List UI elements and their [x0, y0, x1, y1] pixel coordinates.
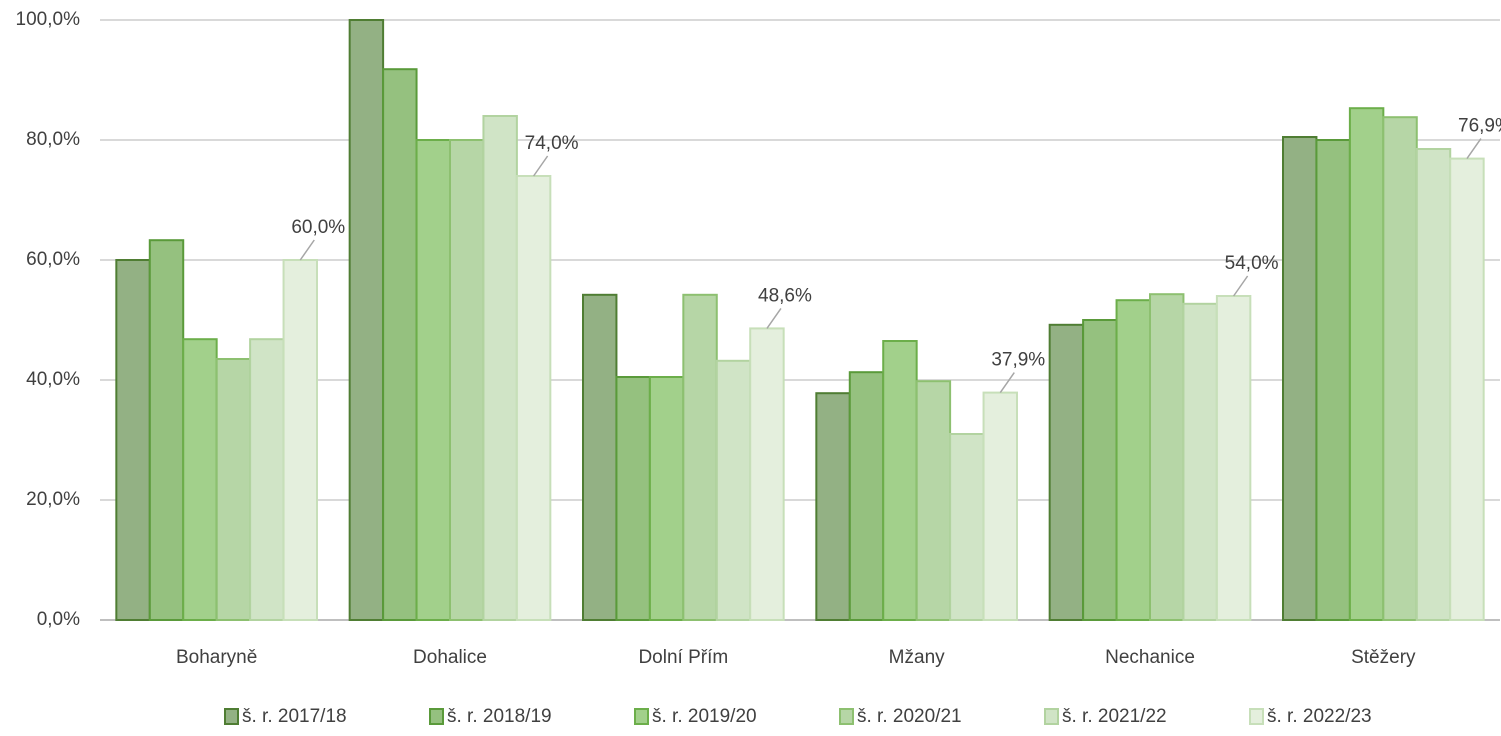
- x-tick-label: Stěžery: [1351, 647, 1416, 668]
- bar: [115, 259, 151, 621]
- bar: [715, 359, 752, 621]
- bar: [1182, 302, 1218, 621]
- bar: [648, 376, 685, 621]
- label-leader: [1466, 138, 1482, 160]
- bar: [215, 358, 252, 621]
- legend-label: š. r. 2021/22: [1062, 706, 1167, 727]
- y-tick-label: 100,0%: [16, 9, 81, 30]
- legend-label: š. r. 2017/18: [242, 706, 347, 727]
- bar: [815, 392, 851, 622]
- legend-swatch: [634, 708, 649, 725]
- bar: [1348, 107, 1385, 621]
- bar: [749, 327, 785, 621]
- bar: [1115, 299, 1151, 621]
- y-tick-label: 0,0%: [37, 609, 80, 630]
- x-tick-label: Dolní Přím: [638, 647, 728, 668]
- y-tick-label: 80,0%: [26, 129, 80, 150]
- legend-swatch: [429, 708, 444, 725]
- x-tick-label: Mžany: [889, 647, 945, 668]
- bar: [1282, 136, 1318, 621]
- legend-swatch: [839, 708, 854, 725]
- bar: [282, 259, 318, 621]
- label-leader: [532, 155, 549, 177]
- bar: [615, 376, 651, 621]
- x-tick-label: Dohalice: [413, 647, 487, 668]
- data-label: 74,0%: [525, 133, 579, 154]
- y-tick-label: 60,0%: [26, 249, 80, 270]
- bar: [382, 68, 418, 621]
- bar: [882, 340, 918, 621]
- bar: [249, 338, 285, 621]
- bar: [148, 239, 185, 621]
- bar: [582, 293, 618, 621]
- label-leader: [766, 307, 782, 329]
- data-label: 76,9%: [1458, 116, 1501, 137]
- bar: [1048, 323, 1085, 621]
- legend-swatch: [1044, 708, 1059, 725]
- bar: [1315, 139, 1351, 621]
- legend-label: š. r. 2022/23: [1267, 706, 1372, 727]
- x-tick-label: Nechanice: [1105, 647, 1195, 668]
- data-label: 48,6%: [758, 285, 812, 306]
- bar: [1149, 293, 1185, 621]
- bar: [515, 175, 552, 621]
- bar: [182, 338, 218, 621]
- bar: [1382, 116, 1418, 621]
- bar: [449, 139, 485, 621]
- bar: [982, 391, 1018, 621]
- bar: [1415, 148, 1452, 621]
- legend-label: š. r. 2018/19: [447, 706, 552, 727]
- bar: [482, 115, 518, 621]
- legend-label: š. r. 2019/20: [652, 706, 757, 727]
- legend-swatch: [224, 708, 239, 725]
- label-leader: [999, 372, 1015, 394]
- y-tick-label: 20,0%: [26, 489, 80, 510]
- label-leader: [299, 239, 315, 261]
- bar: [915, 380, 952, 622]
- data-label: 37,9%: [991, 350, 1045, 371]
- legend-label: š. r. 2020/21: [857, 706, 962, 727]
- bar: [1449, 157, 1485, 621]
- bar: [949, 433, 985, 621]
- label-leader: [1232, 275, 1249, 297]
- x-tick-label: Boharyně: [176, 647, 257, 668]
- bar: [415, 139, 451, 621]
- bar: [1082, 319, 1118, 621]
- legend-swatch: [1249, 708, 1264, 725]
- data-label: 60,0%: [291, 217, 345, 238]
- data-label: 54,0%: [1225, 253, 1279, 274]
- bar: [1215, 295, 1252, 621]
- bar: [348, 19, 385, 621]
- y-tick-label: 40,0%: [26, 369, 80, 390]
- bar: [848, 371, 885, 622]
- bar: [682, 293, 718, 621]
